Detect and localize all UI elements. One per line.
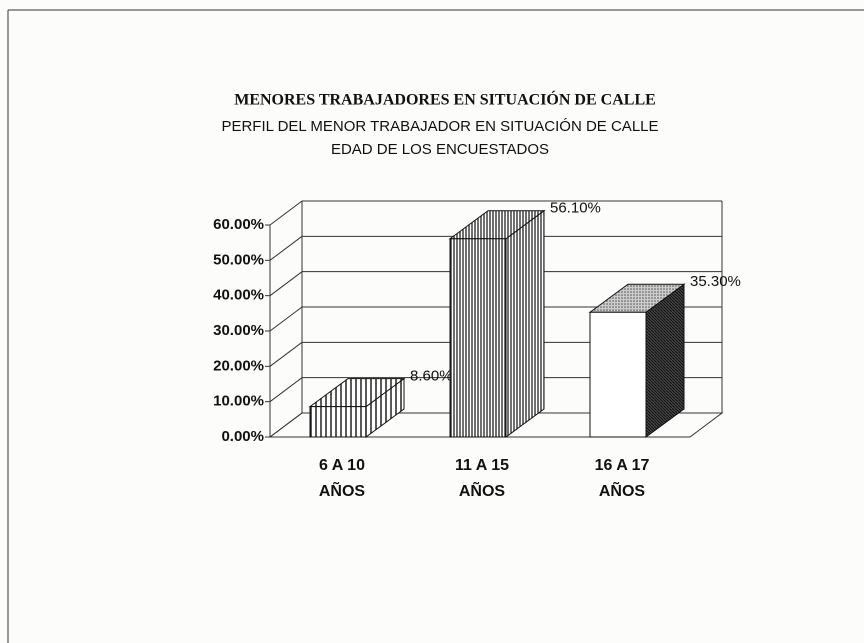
grid-line [269, 306, 303, 332]
x-tick-label: 16 A 17 AÑOS [594, 457, 650, 500]
bar [449, 238, 507, 438]
y-tick-label: 60.00% [213, 216, 264, 233]
y-tick-label: 20.00% [213, 357, 264, 374]
y-tick-label: 50.00% [213, 251, 264, 268]
grid-line [269, 412, 303, 438]
data-label: 35.30% [690, 273, 741, 290]
x-tick-label: 11 A 15 AÑOS [455, 457, 509, 500]
y-tick-label: 40.00% [213, 287, 264, 304]
subtitle: PERFIL DEL MENOR TRABAJADOR EN SITUACIÓN… [221, 118, 658, 135]
chart-title: MENORES TRABAJADORES EN SITUACIÓN DE CAL… [234, 90, 656, 109]
data-label: 56.10% [550, 200, 601, 217]
subtitle: EDAD DE LOS ENCUESTADOS [331, 141, 549, 158]
y-tick-label: 0.00% [221, 428, 264, 445]
grid-line [269, 200, 303, 226]
grid-line [269, 235, 303, 261]
grid-line [269, 377, 303, 403]
bar-side [505, 209, 545, 438]
bar [309, 406, 367, 438]
grid-line [269, 271, 303, 297]
data-label: 8.60% [410, 368, 453, 385]
y-tick-label: 30.00% [213, 322, 264, 339]
bar [589, 311, 647, 438]
grid-line [269, 341, 303, 367]
y-tick-label: 10.00% [213, 393, 264, 410]
x-tick-label: 6 A 10 AÑOS [318, 457, 366, 500]
